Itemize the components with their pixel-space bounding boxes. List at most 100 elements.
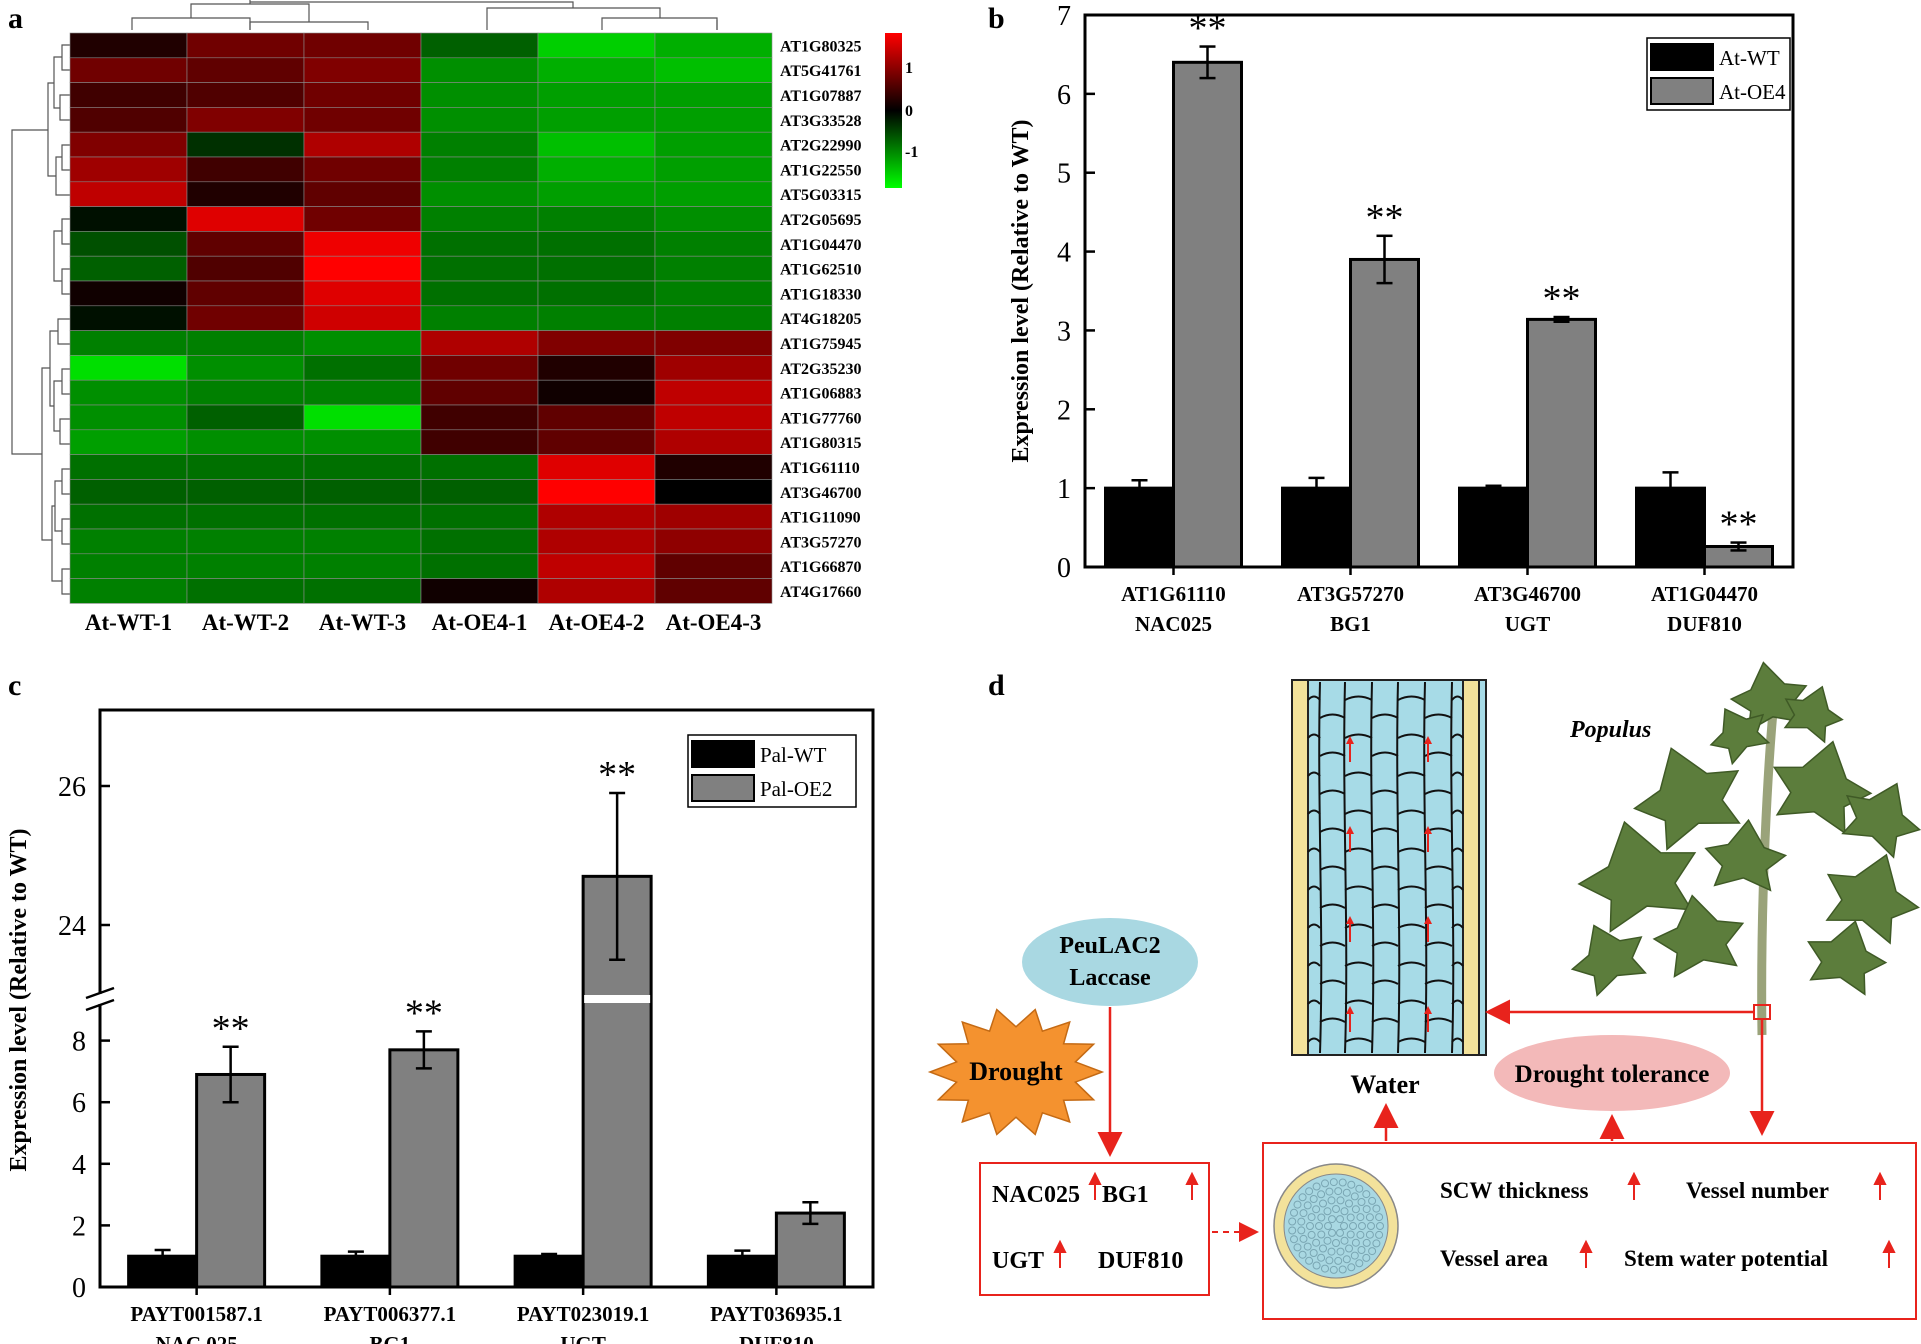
gene-label: AT1G11090 xyxy=(780,510,861,527)
trait-vessel-number: Vessel number xyxy=(1686,1178,1829,1203)
y-tick-label: 6 xyxy=(72,1088,86,1119)
heatmap-cell xyxy=(537,578,656,604)
y-tick-label: 8 xyxy=(72,1027,86,1058)
significance-label: ** xyxy=(598,754,636,796)
heatmap-cell xyxy=(186,528,305,555)
heatmap-cell xyxy=(303,82,422,108)
trait-stem-water-potential: Stem water potential xyxy=(1624,1246,1828,1271)
heatmap-cell xyxy=(69,57,188,83)
gene-label: AT1G62510 xyxy=(780,262,861,279)
significance-label: ** xyxy=(1366,197,1404,239)
heatmap-cell xyxy=(69,578,188,604)
heatmap-cell xyxy=(537,528,656,555)
water-flow-arrowhead xyxy=(1346,1006,1354,1014)
bar xyxy=(1104,486,1175,569)
bar xyxy=(1458,486,1529,569)
heatmap-cell xyxy=(654,280,773,307)
column-dendrogram xyxy=(131,0,718,30)
heatmap-cell xyxy=(654,429,773,455)
sample-label: At-WT-1 xyxy=(85,610,172,635)
bar xyxy=(1172,60,1243,569)
leaf xyxy=(1807,920,1888,996)
gene-label: AT5G03315 xyxy=(780,187,861,204)
subcategory-label: DUF810 xyxy=(1667,612,1742,636)
heatmap-cell xyxy=(69,404,188,431)
heatmap-cell xyxy=(303,255,422,282)
heatmap-cell xyxy=(303,156,422,183)
bar xyxy=(513,1254,585,1289)
heatmap-cell xyxy=(69,107,188,133)
water-flow-arrowhead xyxy=(1424,1006,1432,1014)
heatmap-cell xyxy=(537,379,656,406)
heatmap-cell xyxy=(69,479,188,505)
drought-starburst xyxy=(927,1008,1105,1136)
gene-label: AT2G22990 xyxy=(780,138,861,155)
axis-break-mark xyxy=(85,986,115,1000)
bar-chart-c: ** PAYT001587.1 NAC 025 ** PAYT006377.1 BG1 **… xyxy=(6,708,875,1344)
y-tick-label: 4 xyxy=(1057,238,1071,269)
heatmap-cell xyxy=(186,479,305,505)
y-axis-label: Expression level (Relative to WT) xyxy=(6,828,32,1171)
subcategory-label: UGT xyxy=(560,1332,606,1344)
gene-ugt: UGT xyxy=(992,1248,1044,1274)
trait-scw-thickness: SCW thickness xyxy=(1440,1178,1589,1203)
heatmap-cell xyxy=(537,330,656,356)
heatmap-cell xyxy=(69,181,188,207)
heatmap-cell xyxy=(186,379,305,406)
heatmap-cell xyxy=(69,330,188,356)
heatmap-cell xyxy=(69,429,188,455)
bar xyxy=(388,1048,460,1289)
heatmap-cell xyxy=(186,57,305,83)
leaf xyxy=(1772,740,1873,835)
heatmap-cell xyxy=(69,528,188,555)
heatmap-cell xyxy=(186,454,305,480)
heatmap-cell xyxy=(537,82,656,108)
sample-label: At-WT-3 xyxy=(319,610,406,635)
heatmap-cells xyxy=(69,32,773,604)
heatmap-cell xyxy=(420,503,539,530)
drought-tolerance-oval xyxy=(1494,1035,1730,1111)
heatmap-cell xyxy=(654,305,773,331)
gene-label: AT1G06883 xyxy=(780,386,861,403)
y-tick-label: 2 xyxy=(1057,395,1071,426)
gene-label: AT2G05695 xyxy=(780,212,861,229)
y-tick-label: 2 xyxy=(72,1211,86,1242)
heatmap-cell xyxy=(303,305,422,331)
heatmap-cell xyxy=(537,355,656,381)
heatmap-cell xyxy=(69,379,188,406)
heatmap-cell xyxy=(537,107,656,133)
heatmap-cell xyxy=(186,206,305,232)
category-label: AT1G61110 xyxy=(1121,582,1226,606)
gene-bg1: BG1 xyxy=(1102,1182,1149,1208)
significance-label: ** xyxy=(1720,504,1758,546)
leaf xyxy=(1570,924,1647,997)
bar-break-gap xyxy=(584,995,651,1003)
leaf xyxy=(1709,707,1771,766)
heatmap-cell xyxy=(537,181,656,207)
heatmap-cell xyxy=(186,404,305,431)
subcategory-label: NAC025 xyxy=(1135,612,1212,636)
gene-label: AT1G66870 xyxy=(780,559,861,576)
bar xyxy=(1349,257,1420,569)
scale-tick-label: -1 xyxy=(905,144,918,161)
heatmap-cell xyxy=(420,107,539,133)
y-tick-label: 1 xyxy=(1057,474,1071,505)
gene-up-arrows xyxy=(1053,1171,1199,1268)
heatmap-cell xyxy=(303,107,422,133)
gene-duf810: DUF810 xyxy=(1098,1248,1183,1274)
bar xyxy=(1526,317,1597,569)
water-flow-arrowhead xyxy=(1346,916,1354,924)
gene-label: AT2G35230 xyxy=(780,361,861,378)
gene-label: AT1G75945 xyxy=(780,336,861,353)
y-tick-label: 4 xyxy=(72,1150,86,1181)
sample-labels: At-WT-1 At-WT-2 At-WT-3 At-OE4-1 At-OE4-2 At-… xyxy=(85,610,762,635)
heatmap-cell xyxy=(186,156,305,183)
heatmap-cell xyxy=(303,280,422,307)
heatmap-cell xyxy=(186,355,305,381)
heatmap-cell xyxy=(186,429,305,455)
stem-cross-section-icon xyxy=(1273,1163,1399,1289)
heatmap-cell xyxy=(303,206,422,232)
bar-chart-b: ** AT1G61110 NAC025 ** AT3G57270 BG1 ** AT3G467… xyxy=(1008,1,1795,636)
panel-label-b: b xyxy=(988,2,1005,35)
gene-label: AT1G77760 xyxy=(780,410,861,427)
